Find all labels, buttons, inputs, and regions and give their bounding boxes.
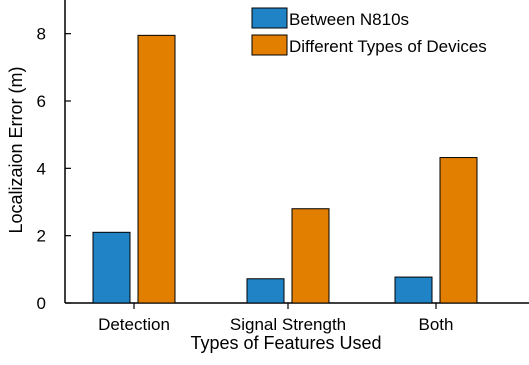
bar-different-devices-0 (137, 34, 176, 304)
bar-between-n810s-1 (246, 278, 285, 304)
bar-different-devices-1 (291, 208, 330, 304)
y-tick-label: 4 (37, 159, 46, 178)
legend-swatch (251, 7, 288, 29)
x-tick-label: Signal Strength (230, 315, 346, 334)
y-tick-label: 8 (37, 25, 46, 44)
bar-different-devices-2 (439, 157, 478, 304)
y-tick-label: 6 (37, 92, 46, 111)
bars (92, 34, 478, 304)
legend: Between N810s Different Types of Devices (251, 7, 487, 56)
y-tick-label: 2 (37, 227, 46, 246)
legend-swatch (251, 34, 288, 56)
legend-label: Between N810s (289, 10, 409, 29)
legend-label: Different Types of Devices (289, 37, 487, 56)
bar-between-n810s-2 (394, 276, 433, 304)
x-axis-label: Types of Features Used (190, 333, 381, 353)
bar-between-n810s-0 (92, 231, 131, 304)
x-tick-label: Detection (98, 315, 170, 334)
y-tick-label: 0 (37, 294, 46, 313)
x-tick-label: Both (419, 315, 454, 334)
axes: 0 2 4 6 8 Detection Signal Strength Both (37, 0, 529, 334)
y-axis-label: Localizaion Error (m) (6, 66, 26, 233)
